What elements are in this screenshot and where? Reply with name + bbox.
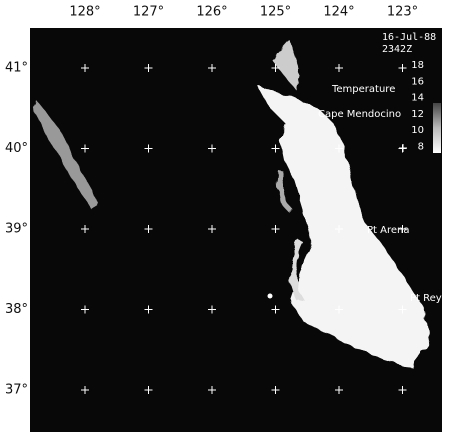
date: 16-Jul-88	[382, 32, 436, 43]
time: 2342Z	[382, 44, 412, 55]
lat-label: 41°	[5, 61, 28, 76]
island	[268, 294, 273, 299]
legend-label: 18	[411, 60, 424, 71]
lon-label: 128°	[69, 5, 100, 20]
legend-label: 10	[411, 125, 424, 136]
satellite-map: 16-Jul-88 2342Z Temperature Cape Mendoci…	[0, 0, 452, 432]
lat-label: 40°	[5, 141, 28, 156]
lon-label: 123°	[387, 5, 418, 20]
lon-label: 127°	[133, 5, 164, 20]
legend-label: 16	[411, 76, 424, 87]
legend-label: 8	[418, 142, 424, 153]
lon-label: 126°	[196, 5, 227, 20]
lat-label: 38°	[5, 302, 28, 317]
place-label: Pt Reyes	[410, 293, 452, 304]
color-bar	[433, 103, 441, 153]
legend-title: Temperature	[331, 84, 395, 95]
legend-label: 12	[411, 109, 424, 120]
lon-label: 124°	[323, 5, 354, 20]
legend-label: 14	[411, 93, 424, 104]
lon-label: 125°	[260, 5, 291, 20]
lat-label: 39°	[5, 222, 28, 237]
lat-label: 37°	[5, 383, 28, 398]
place-label: Cape Mendocino	[318, 109, 401, 120]
place-label: Pt Arena	[367, 225, 409, 236]
